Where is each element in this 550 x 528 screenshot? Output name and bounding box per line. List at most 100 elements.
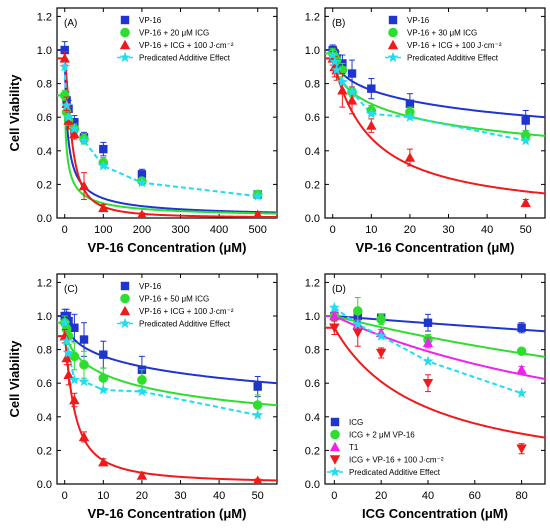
- data-point-triangle: [69, 394, 80, 405]
- legend-marker-triangle: [329, 441, 341, 452]
- y-tick-label: 0.0: [37, 213, 52, 225]
- legend-entry: VP-16 + 50 μM ICG: [139, 295, 209, 304]
- legend: VP-16 VP-16 + 20 μM ICG VP-16 + ICG + 100 …: [117, 15, 234, 63]
- x-tick-label: 50: [252, 490, 264, 502]
- data-point-star: [78, 135, 90, 146]
- data-point-tridown: [375, 348, 387, 359]
- data-point-tridown: [422, 379, 434, 389]
- legend-entry: T1: [349, 443, 359, 452]
- x-tick-label: 100: [94, 224, 112, 236]
- legend-entry: Predicated Additive Effect: [139, 320, 231, 329]
- data-point-triangle: [78, 431, 90, 442]
- data-point-star: [352, 318, 364, 330]
- data-point-star: [404, 111, 416, 122]
- data-point-triangle: [346, 95, 358, 105]
- data-point-triangle: [78, 180, 90, 191]
- panel-3: 0.0 0.2 0.4 0.6 0.8 1.0 1.2 0 20 40 60 80 ICG Concen…: [305, 273, 546, 521]
- legend-marker-tridown: [329, 455, 341, 465]
- legend-entry: ICG + VP-16 + 100 J·cm⁻²: [349, 456, 444, 465]
- fit-curve-1: [325, 52, 545, 137]
- panel-0: 0.00.20.40.60.81.01.20 100 200 300 400 500VP-…: [7, 7, 278, 255]
- data-point-circle: [98, 373, 109, 383]
- data-point-circle: [69, 351, 80, 362]
- plot-frame: [56, 7, 278, 219]
- x-tick-label: 400: [210, 224, 228, 236]
- y-tick-label: 0.2: [37, 445, 52, 457]
- y-tick-label: 0.6: [37, 378, 52, 390]
- data-point-star: [97, 160, 109, 171]
- y-axis-label: Cell Viability: [7, 74, 22, 152]
- legend-marker-square: [330, 417, 340, 427]
- legend-marker-star: [119, 51, 131, 63]
- additive-line-3: [63, 66, 258, 198]
- x-tick-label: 30: [442, 224, 454, 236]
- y-tick-label: 0.4: [37, 146, 52, 158]
- legend-entry: ICG + 2 μM VP-16: [349, 431, 415, 440]
- additive-line-4: [333, 306, 522, 395]
- data-point-square: [521, 116, 530, 125]
- legend-entry: VP-16: [139, 282, 162, 291]
- x-axis-label: ICG Concentration (μM): [362, 506, 508, 521]
- data-point-star: [252, 190, 264, 201]
- y-tick-label: 1.2: [37, 11, 52, 23]
- data-point-star: [252, 409, 264, 420]
- data-point-square: [367, 84, 376, 93]
- data-point-triangle: [63, 115, 74, 125]
- data-point-star: [328, 301, 340, 313]
- legend: VP-16 VP-16 + 30 μM ICG VP-16 + ICG + 100 …: [385, 15, 502, 63]
- data-point-star: [329, 56, 341, 67]
- legend-marker-star: [119, 317, 131, 329]
- fit-curve-3: [325, 326, 545, 439]
- data-point-triangle: [98, 456, 109, 467]
- x-axis-label: VP-16 Concentration (μM): [88, 240, 247, 255]
- fit-curve-2: [57, 335, 277, 482]
- data-point-star: [68, 374, 80, 385]
- legend-entry: Predicated Additive Effect: [139, 54, 231, 63]
- legend-entry: ICG: [349, 418, 363, 427]
- y-tick-label: 0.6: [305, 378, 320, 390]
- legend-marker-triangle: [119, 305, 131, 316]
- x-tick-label: 80: [515, 490, 527, 502]
- data-point-square: [137, 170, 147, 179]
- fit-curve-0: [57, 315, 277, 385]
- y-axis-label: Cell Viability: [7, 340, 22, 418]
- x-tick-label: 500: [249, 224, 267, 236]
- legend-marker-circle: [120, 27, 130, 38]
- data-point-tridown: [329, 323, 340, 333]
- legend-entry: VP-16: [407, 16, 430, 25]
- fit-curve-1: [57, 94, 277, 215]
- legend-marker-circle: [120, 293, 130, 304]
- y-tick-label: 1.0: [37, 311, 52, 323]
- data-point-star: [59, 61, 71, 72]
- legend-entry: Predicated Additive Effect: [407, 54, 499, 63]
- data-point-triangle: [61, 352, 72, 363]
- legend-entry: VP-16 + 20 μM ICG: [139, 29, 209, 38]
- legend-entry: VP-16 + 30 μM ICG: [407, 29, 477, 38]
- plot-content: [325, 44, 545, 208]
- y-tick-label: 0.0: [305, 213, 320, 225]
- x-tick-label: 40: [481, 224, 493, 236]
- y-tick-label: 0.2: [305, 179, 320, 191]
- fit-curve-0: [325, 49, 545, 119]
- legend-marker-circle: [388, 27, 398, 38]
- data-point-tridown: [516, 444, 527, 454]
- data-point-circle: [59, 90, 70, 101]
- data-point-triangle: [63, 369, 74, 379]
- x-tick-label: 200: [133, 224, 151, 236]
- x-tick-label: 0: [62, 224, 68, 236]
- x-tick-label: 0: [331, 490, 337, 502]
- data-point-square: [423, 318, 433, 327]
- plot-content: [325, 297, 545, 455]
- x-tick-label: 300: [171, 224, 189, 236]
- data-point-square: [405, 99, 415, 108]
- legend-entry: Predicated Additive Effect: [349, 468, 441, 477]
- data-point-star: [331, 64, 342, 75]
- legend-marker-triangle: [387, 39, 399, 50]
- data-point-star: [63, 111, 74, 122]
- data-point-circle: [137, 375, 147, 385]
- x-tick-label: 60: [469, 490, 481, 502]
- y-tick-label: 0.8: [305, 345, 320, 357]
- x-tick-label: 0: [62, 490, 68, 502]
- panel-2: 0.0 0.2 0.4 0.6 0.8 1.0 1.2 0 10 20 30 40 50 VP-16 Co…: [7, 273, 278, 521]
